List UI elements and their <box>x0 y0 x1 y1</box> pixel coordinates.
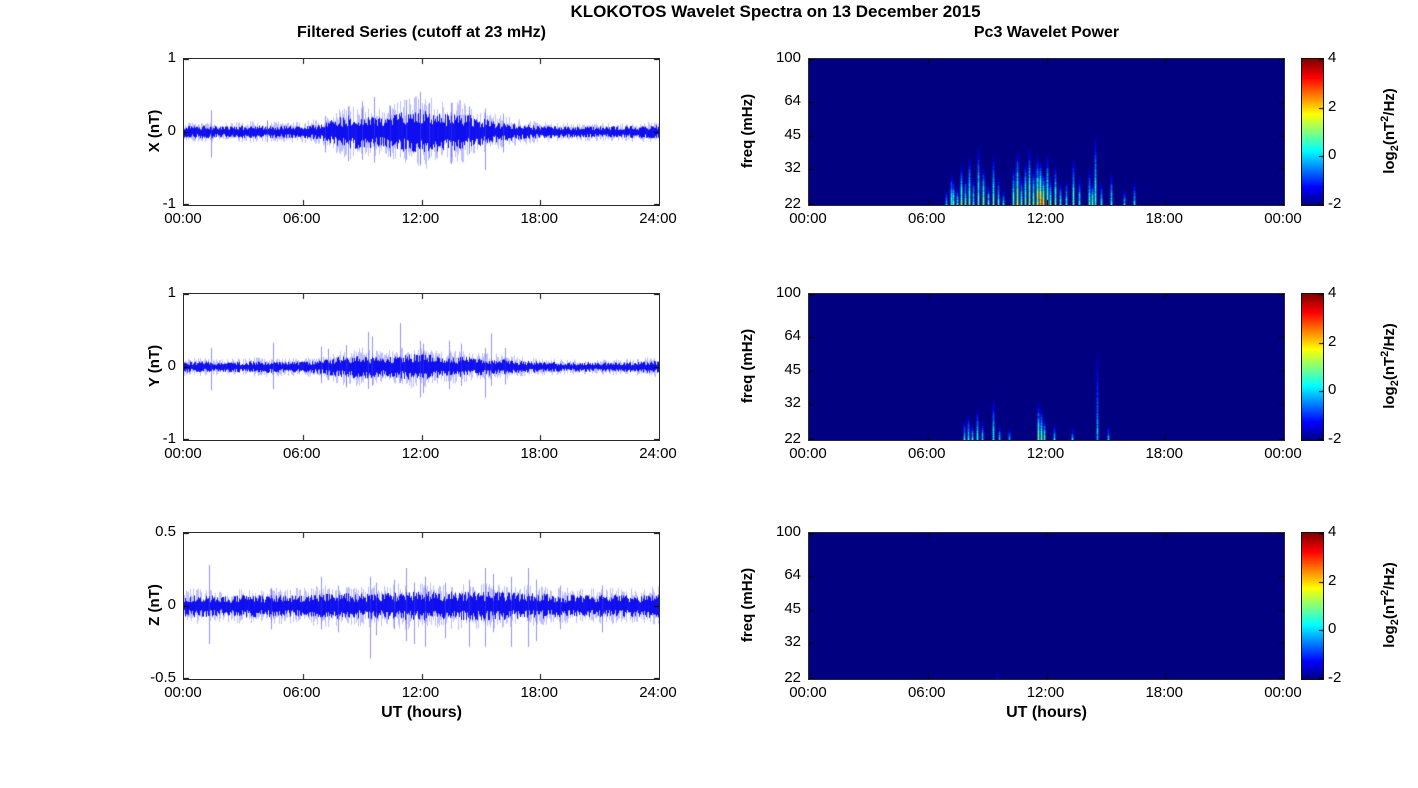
colorbar-z-gradient <box>1302 533 1323 679</box>
y-tick-label: 22 <box>784 195 801 212</box>
y-wavelet-ylabel: freq (mHz) <box>739 328 756 404</box>
y-tick-label: 100 <box>775 49 801 66</box>
y-tick-label: 45 <box>784 125 801 143</box>
colorbar-label: log2(nT2/Hz) <box>1379 323 1401 409</box>
x-tick-label: 06:00 <box>282 684 321 701</box>
x-tick-label: 06:00 <box>282 210 321 227</box>
colorbar-y-gradient <box>1302 294 1323 440</box>
colorbar-tick-label: -2 <box>1328 195 1342 212</box>
x-wavelet-ylabel: freq (mHz) <box>739 93 756 169</box>
colorbar-y <box>1301 293 1324 441</box>
y-tick-label: 64 <box>784 327 801 345</box>
colorbar-tick-label: 0 <box>1328 620 1337 638</box>
colorbar-tick-label: 4 <box>1328 523 1337 540</box>
colorbar-tick-label: -2 <box>1328 669 1342 686</box>
z-wavelet-panel <box>808 532 1285 680</box>
colorbar-z <box>1301 532 1324 680</box>
colorbar-x <box>1301 58 1324 206</box>
x-tick-label: 12:00 <box>401 210 440 227</box>
x-tick-label: 18:00 <box>520 684 559 701</box>
x-series-panel <box>183 58 660 206</box>
y-tick-label: 0.5 <box>155 523 176 540</box>
x-tick-label: 06:00 <box>907 445 946 462</box>
y-tick-label: 32 <box>784 158 801 176</box>
y-tick-label: -1 <box>162 195 176 212</box>
colorbar-tick-label: -2 <box>1328 430 1342 447</box>
x-tick-label: 18:00 <box>520 210 559 227</box>
colorbar-tick-label: 4 <box>1328 49 1337 66</box>
x-wavelet-heatmap <box>809 59 1284 205</box>
z-series-panel <box>183 532 660 680</box>
left-column-title: Filtered Series (cutoff at 23 mHz) <box>297 24 546 41</box>
colorbar-tick-label: 2 <box>1328 97 1337 115</box>
y-tick-label: 32 <box>784 632 801 650</box>
x-tick-label: 00:00 <box>789 684 827 701</box>
x-tick-label: 12:00 <box>1026 445 1065 462</box>
y-series-panel <box>183 293 660 441</box>
y-series-plot <box>184 294 659 440</box>
x-tick-label: 24:00 <box>639 445 677 462</box>
x-tick-label: 00:00 <box>1264 445 1302 462</box>
x-tick-label: 12:00 <box>1026 684 1065 701</box>
y-tick-label: 0 <box>167 357 176 374</box>
x-tick-label: 00:00 <box>789 445 827 462</box>
z-wavelet-ylabel: freq (mHz) <box>739 567 756 643</box>
x-tick-label: 06:00 <box>282 445 321 462</box>
x-tick-label: 18:00 <box>1145 210 1184 227</box>
y-tick-label: 64 <box>784 92 801 110</box>
y-tick-label: 22 <box>784 430 801 447</box>
x-tick-label: 00:00 <box>164 684 202 701</box>
y-tick-label: 45 <box>784 360 801 378</box>
colorbar-tick-label: 4 <box>1328 284 1337 301</box>
y-tick-label: 32 <box>784 393 801 411</box>
colorbar-tick-label: 2 <box>1328 571 1337 589</box>
y-tick-label: -1 <box>162 430 176 447</box>
x-tick-label: 06:00 <box>907 684 946 701</box>
y-tick-label: 1 <box>167 284 176 301</box>
x-tick-label: 12:00 <box>401 445 440 462</box>
colorbar-tick-label: 2 <box>1328 332 1337 350</box>
x-tick-label: 00:00 <box>1264 684 1302 701</box>
x-tick-label: 18:00 <box>1145 684 1184 701</box>
x-tick-label: 18:00 <box>1145 445 1184 462</box>
y-tick-label: 1 <box>167 49 176 66</box>
y-tick-label: -0.5 <box>150 669 176 686</box>
x-tick-label: 06:00 <box>907 210 946 227</box>
colorbar-label: log2(nT2/Hz) <box>1379 562 1401 648</box>
x-tick-label: 24:00 <box>639 210 677 227</box>
x-tick-label: 00:00 <box>164 445 202 462</box>
y-tick-label: 100 <box>775 523 801 540</box>
colorbar-tick-label: 0 <box>1328 146 1337 164</box>
y-wavelet-heatmap <box>809 294 1284 440</box>
x-tick-label: 24:00 <box>639 684 677 701</box>
x-tick-label: 12:00 <box>401 684 440 701</box>
y-tick-label: 0 <box>167 596 176 613</box>
y-tick-label: 100 <box>775 284 801 301</box>
y-tick-label: 0 <box>167 122 176 139</box>
x-wavelet-panel <box>808 58 1285 206</box>
right-column-title: Pc3 Wavelet Power <box>973 24 1120 41</box>
figure-title: KLOKOTOS Wavelet Spectra on 13 December … <box>570 2 981 21</box>
x-tick-label: 00:00 <box>1264 210 1302 227</box>
x-tick-label: 00:00 <box>789 210 827 227</box>
colorbar-x-gradient <box>1302 59 1323 205</box>
x-series-plot <box>184 59 659 205</box>
z-series-plot <box>184 533 659 679</box>
ut-hours-label-left: UT (hours) <box>381 704 462 721</box>
z-wavelet-heatmap <box>809 533 1284 679</box>
x-tick-label: 00:00 <box>164 210 202 227</box>
ut-hours-label-right: UT (hours) <box>1006 704 1087 721</box>
colorbar-label: log2(nT2/Hz) <box>1379 88 1401 174</box>
x-tick-label: 18:00 <box>520 445 559 462</box>
colorbar-tick-label: 0 <box>1328 381 1337 399</box>
y-tick-label: 22 <box>784 669 801 686</box>
y-tick-label: 64 <box>784 566 801 584</box>
y-tick-label: 45 <box>784 599 801 617</box>
y-wavelet-panel <box>808 293 1285 441</box>
x-tick-label: 12:00 <box>1026 210 1065 227</box>
